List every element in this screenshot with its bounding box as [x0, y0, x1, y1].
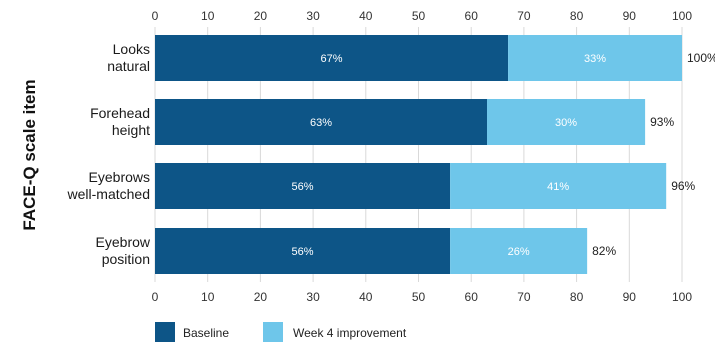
x-tick-label-top: 70	[517, 9, 531, 23]
x-tick-label-top: 80	[570, 9, 584, 23]
data-label: 30%	[555, 117, 577, 129]
category-label-line1: Looks	[113, 41, 150, 57]
x-tick-label-top: 30	[306, 9, 320, 23]
data-label: 56%	[292, 181, 314, 193]
legend: Baseline Week 4 improvement	[155, 322, 407, 342]
legend-swatch-week4	[263, 322, 283, 342]
category-label-line1: Eyebrows	[89, 169, 150, 185]
x-tick-label-bottom: 0	[152, 290, 159, 304]
data-label: 56%	[292, 246, 314, 258]
data-label: 67%	[321, 53, 343, 65]
x-tick-label-top: 40	[359, 9, 373, 23]
total-label: 82%	[592, 244, 616, 258]
bar-segment-week4	[508, 35, 682, 81]
total-label: 93%	[650, 115, 674, 129]
data-label: 63%	[310, 117, 332, 129]
bar-segment-week4	[487, 99, 646, 145]
bar-segment-week4	[450, 163, 667, 209]
bars: 67% 33% 100% 63% 30% 93% 56% 41% 96% 56% 26% 82%	[155, 35, 715, 274]
x-tick-label-top: 20	[254, 9, 268, 23]
bar-segment-baseline	[155, 163, 451, 209]
bar-segment-baseline	[155, 35, 509, 81]
bar-segment-baseline	[155, 228, 451, 274]
x-tick-label-top: 60	[465, 9, 479, 23]
category-label-line2: well-matched	[67, 186, 150, 202]
x-tick-label-bottom: 70	[517, 290, 531, 304]
x-axis-top-ticks: 0 10 20 30 40 50 60 70 80 90 100	[152, 9, 693, 23]
total-label: 100%	[687, 51, 715, 65]
x-tick-label-bottom: 90	[623, 290, 637, 304]
total-label: 96%	[671, 179, 695, 193]
x-tick-label-bottom: 20	[254, 290, 268, 304]
data-label: 33%	[584, 53, 606, 65]
x-tick-label-bottom: 80	[570, 290, 584, 304]
x-tick-label-bottom: 30	[306, 290, 320, 304]
category-label-line2: natural	[107, 58, 150, 74]
legend-swatch-baseline	[155, 322, 175, 342]
category-label-line1: Forehead	[90, 105, 150, 121]
legend-label: Baseline	[183, 326, 229, 340]
category-label-line1: Eyebrow	[96, 234, 151, 250]
legend-label: Week 4 improvement	[293, 326, 407, 340]
x-axis-bottom-ticks: 0 10 20 30 40 50 60 70 80 90 100	[152, 290, 693, 304]
bar-segment-baseline	[155, 99, 488, 145]
x-tick-label-bottom: 100	[672, 290, 692, 304]
x-tick-label-top: 0	[152, 9, 159, 23]
x-tick-label-top: 90	[623, 9, 637, 23]
x-tick-label-top: 100	[672, 9, 692, 23]
x-tick-label-bottom: 40	[359, 290, 373, 304]
x-tick-label-bottom: 60	[465, 290, 479, 304]
data-label: 41%	[547, 181, 569, 193]
category-label-line2: height	[112, 122, 150, 138]
x-tick-label-top: 50	[412, 9, 426, 23]
y-axis-label: FACE-Q scale item	[20, 79, 39, 230]
bar-segment-week4	[450, 228, 588, 274]
x-tick-label-bottom: 10	[201, 290, 215, 304]
x-tick-label-bottom: 50	[412, 290, 426, 304]
data-label: 26%	[508, 246, 530, 258]
category-label-line2: position	[102, 251, 150, 267]
x-tick-label-top: 10	[201, 9, 215, 23]
